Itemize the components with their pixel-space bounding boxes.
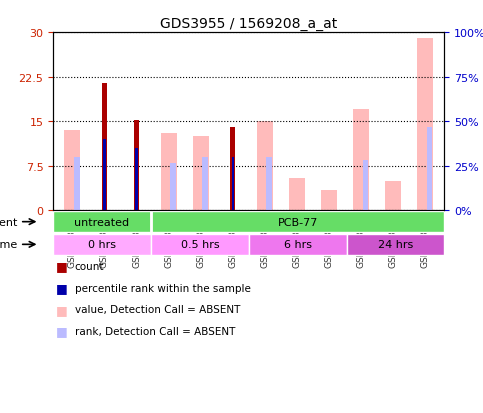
Bar [202, 157, 208, 211]
Bar [257, 122, 273, 211]
Text: 24 hrs: 24 hrs [378, 240, 413, 250]
Bar [53, 235, 151, 255]
Text: 0.5 hrs: 0.5 hrs [181, 240, 219, 250]
Text: 0 hrs: 0 hrs [88, 240, 116, 250]
Bar [353, 110, 369, 211]
Bar [363, 160, 368, 211]
Bar [53, 212, 151, 232]
Bar [102, 83, 107, 211]
Bar [347, 235, 444, 255]
Text: ■: ■ [56, 260, 67, 273]
Text: rank, Detection Call = ABSENT: rank, Detection Call = ABSENT [75, 326, 235, 336]
Bar [135, 149, 138, 211]
Bar [426, 128, 432, 211]
Title: GDS3955 / 1569208_a_at: GDS3955 / 1569208_a_at [160, 17, 337, 31]
Bar [321, 190, 337, 211]
Bar [74, 157, 80, 211]
Text: untreated: untreated [74, 217, 129, 227]
Bar [160, 134, 177, 211]
Text: percentile rank within the sample: percentile rank within the sample [75, 283, 251, 293]
Bar [231, 157, 234, 211]
Text: PCB-77: PCB-77 [277, 217, 318, 227]
Bar [249, 235, 347, 255]
Bar [230, 128, 235, 211]
Bar [193, 137, 209, 211]
Text: value, Detection Call = ABSENT: value, Detection Call = ABSENT [75, 304, 240, 314]
Bar [385, 181, 401, 211]
Bar [417, 39, 433, 211]
Bar [151, 212, 444, 232]
Bar [170, 164, 176, 211]
Bar [289, 178, 305, 211]
Text: agent: agent [0, 217, 18, 227]
Bar [64, 131, 80, 211]
Text: count: count [75, 261, 104, 271]
Bar [103, 140, 106, 211]
Bar [151, 235, 249, 255]
Text: ■: ■ [56, 303, 67, 316]
Bar [267, 157, 272, 211]
Text: 6 hrs: 6 hrs [284, 240, 312, 250]
Text: ■: ■ [56, 324, 67, 337]
Text: time: time [0, 240, 18, 250]
Bar [134, 121, 139, 211]
Text: ■: ■ [56, 281, 67, 294]
